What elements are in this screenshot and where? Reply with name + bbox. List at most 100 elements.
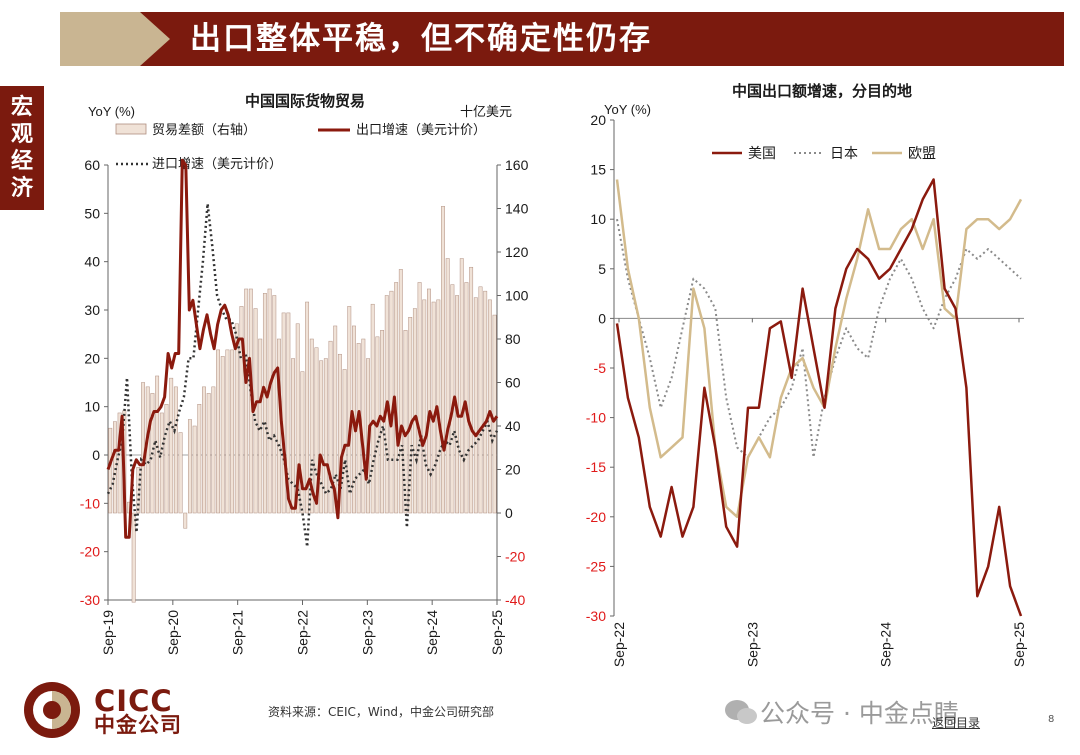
export-destination-chart: 中国出口额增速，分目的地 YoY (%) 美国 日本 欧盟 20 15 10 5 0 -5 -1… [586,82,1027,667]
legend-label: 日本 [830,145,858,161]
source-note: 资料来源：CEIC，Wind，中金公司研究部 [268,705,495,719]
y-tick-label-right: 20 [505,462,521,478]
chart-title: 中国出口额增速，分目的地 [732,82,912,100]
bar [361,338,366,514]
bar [469,266,474,514]
bar [464,282,469,514]
x-tick-label: Sep-22 [295,610,311,655]
bar [169,377,174,514]
y-tick-label-right: 0 [505,505,513,521]
legend-label-export: 出口增速（美元计价） [356,122,486,137]
y-tick-label: 0 [598,310,606,326]
bar [487,299,492,514]
bar [211,386,216,514]
bar [427,288,431,514]
legend: 贸易差额（右轴） 出口增速（美元计价） 进口增速（美元计价） [115,122,486,171]
y-tick-label: -25 [586,558,606,574]
bar [155,375,160,514]
bar [441,206,445,514]
bar [483,290,488,514]
y-tick-label: 10 [84,399,100,415]
bar [431,301,436,514]
bar [187,419,192,514]
bar [333,325,338,514]
bar [262,293,267,514]
bar [234,323,239,514]
bar [225,349,230,514]
section-tab [0,86,44,210]
x-tick-label: Sep-23 [359,610,375,655]
bar [164,404,169,514]
x-tick-label: Sep-19 [100,610,116,655]
bar [473,297,478,514]
bar [492,314,497,514]
y-tick-label: 15 [590,162,606,178]
page-number: 8 [1048,714,1055,725]
y-tick-label: -20 [80,544,100,560]
bar [323,358,328,514]
bar [309,338,314,514]
y-tick-label: -15 [586,459,606,475]
y-axis-label-left: YoY (%) [88,104,135,119]
bar [403,330,408,514]
bar [183,512,188,529]
x-tick-label: Sep-25 [1011,622,1027,667]
bar [417,282,422,514]
legend-label: 欧盟 [908,145,936,161]
y-tick-label: 0 [92,447,100,463]
y-tick-label: 30 [84,302,100,318]
y-tick-label-right: -20 [505,549,525,565]
y-axis-label-right: 十亿美元 [460,104,512,119]
y-tick-label: -30 [80,592,100,608]
y-tick-label-right: 140 [505,201,529,217]
bar [112,421,117,514]
bar [337,353,342,514]
bar [445,258,450,514]
title-bar-notch [140,12,170,66]
logo-cn: 中金公司 [94,713,182,737]
bar [178,432,183,514]
y-tick-label: -10 [586,410,606,426]
bar [239,306,244,514]
wechat-icon [725,700,757,724]
bar [258,338,263,514]
y-tick-label: -20 [586,509,606,525]
x-tick-label: Sep-22 [611,622,627,667]
x-tick-label: Sep-24 [424,610,440,655]
legend-swatch-bars [115,123,147,135]
japan-export-line [616,219,1022,459]
bar [267,288,272,514]
bar [197,404,202,514]
y-axis-label: YoY (%) [604,102,651,117]
cicc-logo-icon [24,682,80,738]
bar [319,360,324,514]
y-tick-label: 20 [84,350,100,366]
bar [314,347,319,514]
y-tick-label: 10 [590,211,606,227]
section-label: 宏观经济 [10,95,33,201]
bar [202,386,206,514]
bar [422,299,427,514]
back-to-contents-link[interactable]: 返回目录 [932,716,981,730]
y-tick-label-right: 60 [505,375,521,391]
bar [141,382,145,514]
logo-en: CICC [94,684,173,718]
x-tick-label: Sep-24 [878,622,894,667]
bar [300,371,305,514]
bar [291,358,295,514]
y-tick-label: 60 [84,157,100,173]
trade-chart: 中国国际货物贸易 YoY (%) 十亿美元 贸易差额（右轴） 出口增速（美元计价… [80,92,529,655]
bar [305,301,310,514]
x-tick-label: Sep-20 [165,610,181,655]
header-accent-tab [60,12,148,66]
bar [286,312,291,514]
chart-title: 中国国际货物贸易 [245,92,365,110]
legend-label: 美国 [748,145,776,161]
y-tick-label: -30 [586,608,606,624]
eu-export-line [615,179,1023,519]
y-tick-label: 40 [84,254,100,270]
legend: 美国 日本 欧盟 [712,145,936,161]
y-tick-label-right: 120 [505,244,529,260]
bar [117,412,122,514]
y-tick-label-right: 100 [505,288,529,304]
